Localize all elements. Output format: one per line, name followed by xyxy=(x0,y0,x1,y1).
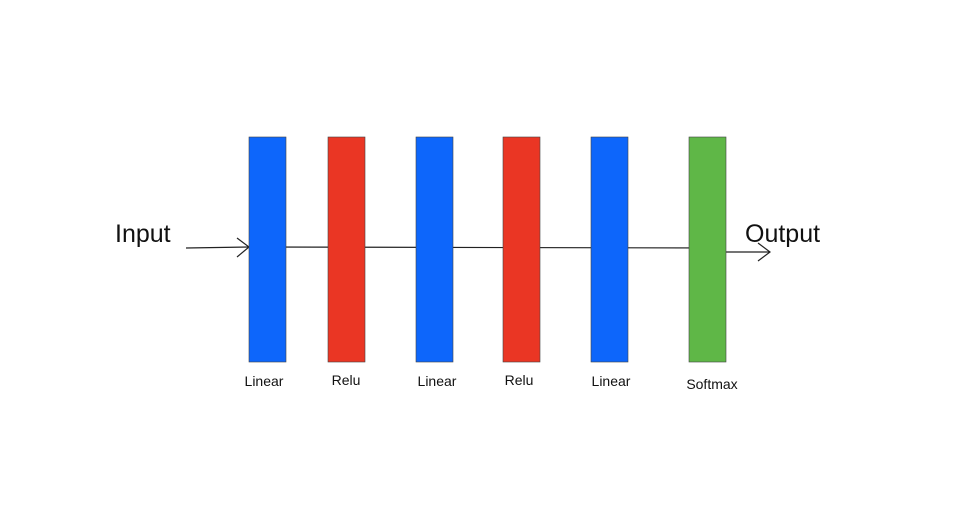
layer-label: Softmax xyxy=(686,376,737,392)
arrow-head xyxy=(757,242,771,262)
connector xyxy=(248,246,727,249)
layer-label: Linear xyxy=(418,373,457,389)
linear-block xyxy=(248,136,287,363)
softmax-block xyxy=(688,136,727,363)
layer-label: Relu xyxy=(505,372,534,388)
relu-block xyxy=(327,136,366,363)
linear-block xyxy=(590,136,629,363)
layer-label: Relu xyxy=(332,372,361,388)
output-label: Output xyxy=(745,220,820,248)
input-arrow xyxy=(185,246,250,249)
layer-label: Linear xyxy=(245,373,284,389)
relu-block xyxy=(502,136,541,363)
input-label: Input xyxy=(115,220,171,248)
linear-block xyxy=(415,136,454,363)
layer-label: Linear xyxy=(592,373,631,389)
